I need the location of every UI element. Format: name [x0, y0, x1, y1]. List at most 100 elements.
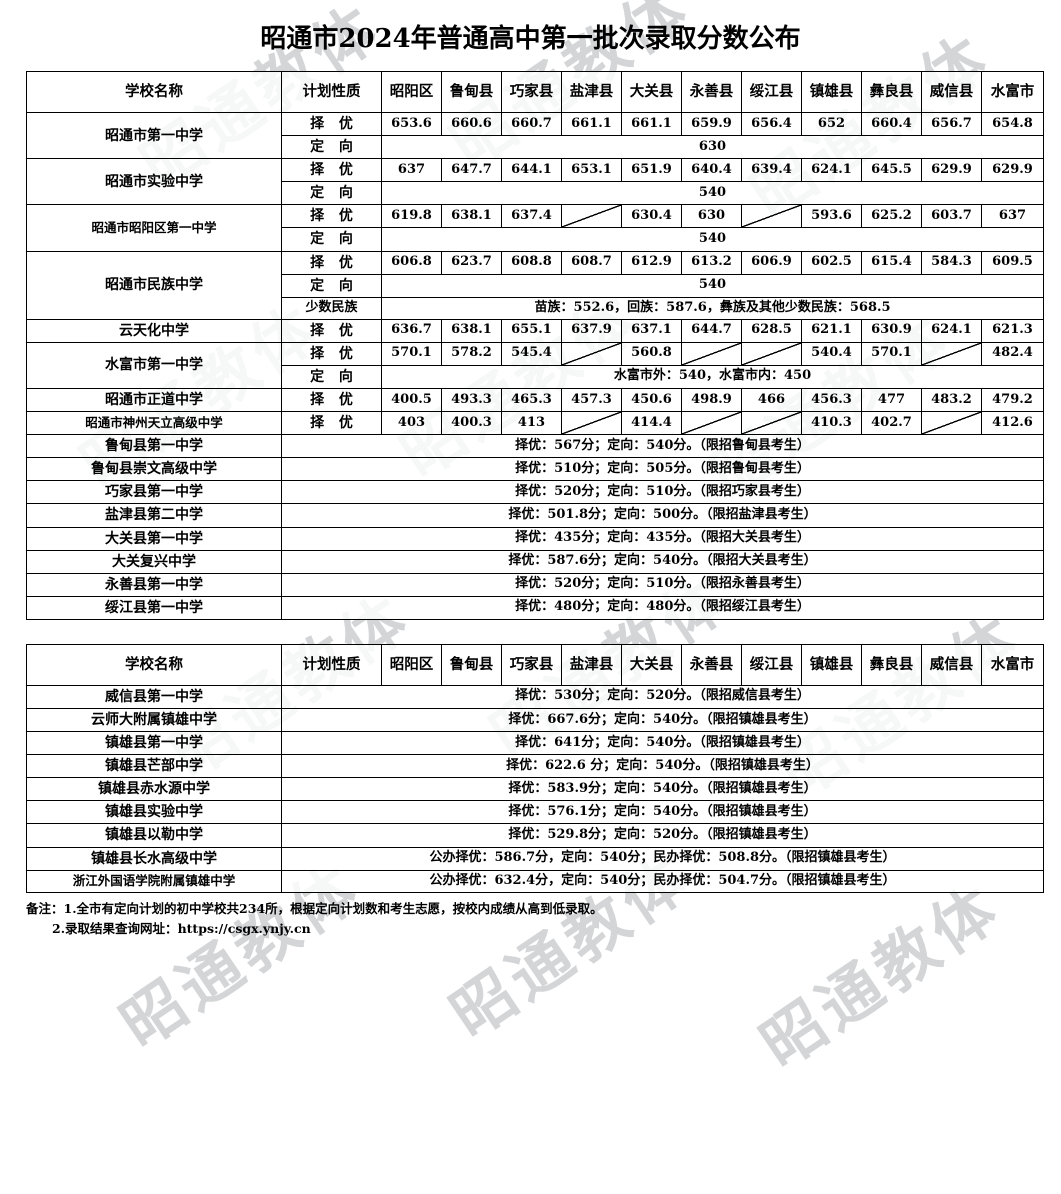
score-cell: 660.4 — [861, 111, 922, 137]
column-header-2: 昭阳区 — [381, 643, 442, 686]
merged-score-cell: 苗族：552.6，回族：587.6，彝族及其他少数民族：568.5 — [381, 296, 1044, 320]
score-cell: 619.8 — [381, 204, 442, 229]
score-cell: 410.3 — [801, 411, 862, 436]
column-header-12: 水富市 — [981, 71, 1044, 113]
score-cell: 652 — [801, 111, 862, 137]
score-cell: 651.9 — [621, 158, 682, 183]
school-name-cell: 昭通市民族中学 — [26, 250, 282, 320]
page-title: 昭通市2024年普通高中第一批次录取分数公布 — [260, 24, 801, 54]
school-name-cell: 昭通市正道中学 — [26, 387, 282, 413]
score-cell: 603.7 — [921, 204, 982, 229]
table-two-body: 威信县第一中学 择优：530分；定向：520分。（限招威信县考生） 云师大附属镇雄中… — [26, 684, 1044, 893]
admission-note-cell: 择优：529.8分；定向：520分。（限招镇雄县考生） — [281, 823, 1044, 848]
table-two-wrapper: 学校名称 计划性质 昭阳区 鲁甸县 巧家县 盐津县 大关县 永善县 绥江县 镇雄县 彝良县 威信县 水富… — [0, 643, 1061, 893]
table-row: 镇雄县芒部中学 择优：622.6 分；定向：540分。（限招镇雄县考生） — [26, 754, 1044, 779]
school-name-cell: 昭通市第一中学 — [26, 111, 282, 160]
score-cell: 637 — [381, 158, 442, 183]
column-header-5: 盐津县 — [561, 71, 622, 113]
plan-nature-cell: 定 向 — [281, 135, 382, 160]
score-table-part-2: 学校名称 计划性质 昭阳区 鲁甸县 巧家县 盐津县 大关县 永善县 绥江县 镇雄县 彝良县 威信县 水富… — [26, 643, 1044, 893]
table-row: 鲁甸县崇文高级中学 择优：510分；定向：505分。（限招鲁甸县考生） — [26, 457, 1044, 482]
score-cell: 465.3 — [501, 387, 562, 413]
score-cell: 630.4 — [621, 204, 682, 229]
table-row: 昭通市民族中学择 优 606.8 623.7 608.8 608.7 612.9 613.2… — [26, 250, 1044, 320]
score-cell: 403 — [381, 411, 442, 436]
admission-note-cell: 择优：510分；定向：505分。（限招鲁甸县考生） — [281, 457, 1044, 482]
score-cell: 608.8 — [501, 250, 562, 275]
school-name-cell: 威信县第一中学 — [26, 684, 282, 710]
plan-nature-cell: 定 向 — [281, 364, 382, 389]
no-plan-diagonal-cell — [561, 204, 622, 229]
score-cell: 659.9 — [681, 111, 742, 137]
score-cell: 570.1 — [861, 341, 922, 366]
admission-note-cell: 公办择优：632.4分，定向：540分；民办择优：504.7分。（限招镇雄县考生… — [281, 869, 1044, 893]
school-name-cell: 昭通市神州天立高级中学 — [26, 411, 282, 436]
table-row: 绥江县第一中学 择优：480分；定向：480分。（限招绥江县考生） — [26, 595, 1044, 620]
score-cell: 644.1 — [501, 158, 562, 183]
score-cell: 612.9 — [621, 250, 682, 275]
score-cell: 412.6 — [981, 411, 1044, 436]
score-cell: 653.6 — [381, 111, 442, 137]
table-row: 大关县第一中学 择优：435分；定向：435分。（限招大关县考生） — [26, 526, 1044, 551]
footnote-line-2: 2.录取结果查询网址：https://csgx.ynjy.cn — [26, 919, 1061, 939]
table-row: 巧家县第一中学 择优：520分；定向：510分。（限招巧家县考生） — [26, 480, 1044, 505]
score-cell: 584.3 — [921, 250, 982, 275]
table-one-wrapper: 学校名称 计划性质 昭阳区 鲁甸县 巧家县 盐津县 大关县 永善县 绥江县 镇雄县 彝良县 威信县 水富… — [0, 71, 1061, 620]
admission-note-cell: 择优：576.1分；定向：540分。（限招镇雄县考生） — [281, 800, 1044, 825]
score-cell: 645.5 — [861, 158, 922, 183]
no-plan-diagonal-cell — [741, 341, 802, 366]
table-row: 定 向 540 — [27, 181, 1044, 206]
score-cell: 400.5 — [381, 387, 442, 413]
score-cell: 578.2 — [441, 341, 502, 366]
column-header-3: 鲁甸县 — [441, 71, 502, 113]
table-spacer — [0, 620, 1061, 644]
admission-note-cell: 择优：480分；定向：480分。（限招绥江县考生） — [281, 595, 1044, 620]
table-row: 盐津县第二中学 择优：501.8分；定向：500分。（限招盐津县考生） — [26, 503, 1044, 528]
score-cell: 466 — [741, 387, 802, 413]
school-name-cell: 云师大附属镇雄中学 — [26, 707, 282, 733]
no-plan-diagonal-cell — [561, 411, 622, 436]
score-cell: 456.3 — [801, 387, 862, 413]
admission-note-cell: 择优：520分；定向：510分。（限招永善县考生） — [281, 572, 1044, 597]
plan-nature-cell: 定 向 — [281, 273, 382, 298]
result-query-url-link[interactable]: https://csgx.ynjy.cn — [177, 920, 311, 936]
document-page: 昭通市2024年普通高中第一批次录取分数公布 学校名称 计划性质 昭阳区 鲁甸县 巧家县… — [0, 24, 1061, 939]
table-row: 鲁甸县第一中学 择优：567分；定向：540分。（限招鲁甸县考生） — [26, 434, 1044, 459]
no-plan-diagonal-cell — [681, 341, 742, 366]
score-table-part-1: 学校名称 计划性质 昭阳区 鲁甸县 巧家县 盐津县 大关县 永善县 绥江县 镇雄县 彝良县 威信县 水富… — [26, 71, 1044, 620]
score-cell: 638.1 — [441, 204, 502, 229]
score-cell: 457.3 — [561, 387, 622, 413]
admission-note-cell: 择优：583.9分；定向：540分。（限招镇雄县考生） — [281, 777, 1044, 802]
admission-note-cell: 择优：520分；定向：510分。（限招巧家县考生） — [281, 480, 1044, 505]
plan-nature-cell: 择 优 — [281, 111, 382, 137]
column-header-3: 鲁甸县 — [441, 643, 502, 686]
score-cell: 493.3 — [441, 387, 502, 413]
column-header-7: 永善县 — [681, 71, 742, 113]
column-header-8: 绥江县 — [741, 71, 802, 113]
no-plan-diagonal-cell — [741, 204, 802, 229]
school-name-cell: 鲁甸县崇文高级中学 — [26, 457, 282, 482]
score-cell: 483.2 — [921, 387, 982, 413]
school-name-cell: 水富市第一中学 — [26, 341, 282, 389]
column-header-0: 学校名称 — [26, 71, 282, 113]
plan-nature-cell: 择 优 — [281, 318, 382, 343]
admission-note-cell: 公办择优：586.7分，定向：540分；民办择优：508.8分。（限招镇雄县考生… — [281, 846, 1044, 871]
school-name-cell: 云天化中学 — [26, 318, 282, 343]
score-cell: 660.6 — [441, 111, 502, 137]
score-cell: 637 — [981, 204, 1044, 229]
score-cell: 637.1 — [621, 318, 682, 343]
score-cell: 545.4 — [501, 341, 562, 366]
school-name-cell: 镇雄县第一中学 — [26, 731, 282, 756]
score-cell: 450.6 — [621, 387, 682, 413]
score-cell: 593.6 — [801, 204, 862, 229]
score-cell: 608.7 — [561, 250, 622, 275]
school-name-cell: 镇雄县实验中学 — [26, 800, 282, 825]
plan-nature-cell: 择 优 — [281, 411, 382, 436]
admission-note-cell: 择优：567分；定向：540分。（限招鲁甸县考生） — [281, 434, 1044, 459]
no-plan-diagonal-cell — [741, 411, 802, 436]
score-cell: 628.5 — [741, 318, 802, 343]
merged-score-cell: 水富市外：540，水富市内：450 — [381, 364, 1044, 389]
table-row: 水富市第一中学择 优 570.1 578.2 545.4 560.8 540.4 570.1… — [26, 341, 1044, 389]
score-cell: 653.1 — [561, 158, 622, 183]
column-header-9: 镇雄县 — [801, 643, 862, 686]
